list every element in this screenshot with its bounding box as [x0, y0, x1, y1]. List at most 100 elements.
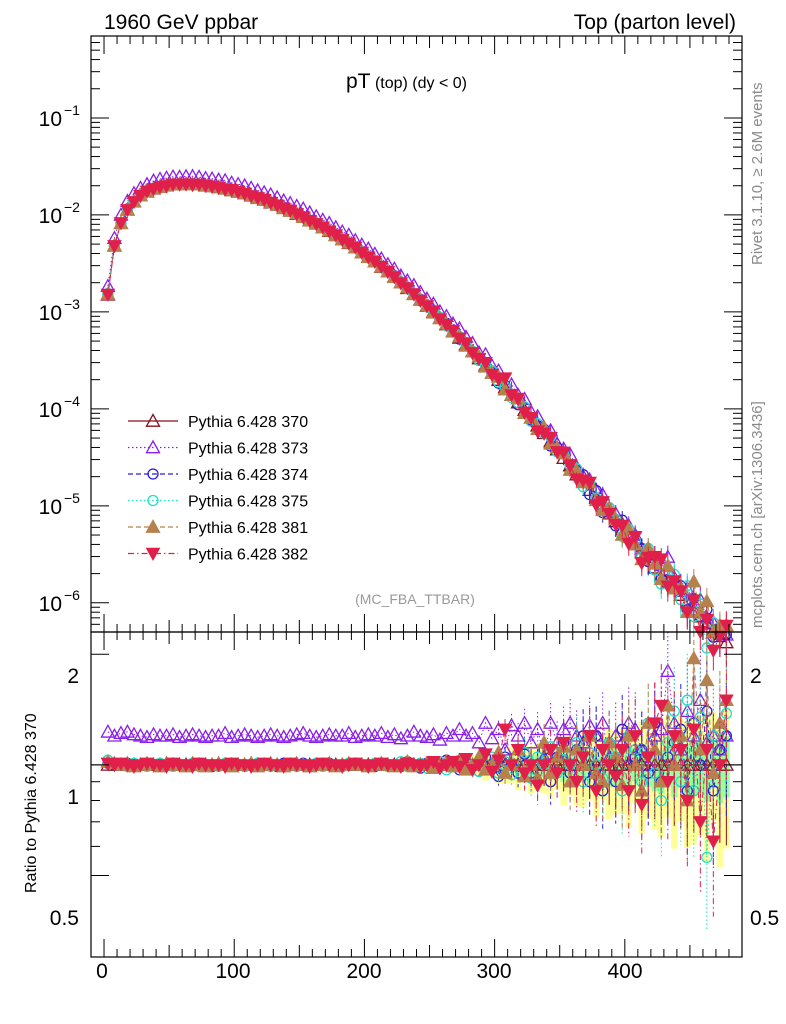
legend: Pythia 6.428 370 Pythia 6.428 373 Pythia 6…	[128, 413, 308, 564]
ratio-point	[712, 759, 728, 773]
ratio-point	[432, 732, 448, 746]
ratio-point	[373, 725, 389, 740]
legend-label: Pythia 6.428 370	[188, 414, 308, 431]
plot-title-sub: (top) (dy < 0)	[371, 75, 467, 92]
ratio-ytick-label-1: 1	[67, 786, 79, 809]
ratio-point	[210, 727, 227, 742]
ratio-point	[321, 726, 337, 741]
ratio-point	[334, 727, 350, 742]
ratio-point	[406, 724, 422, 738]
ratio-point	[145, 726, 162, 741]
ratio-ytick-label-right-0.5: 0.5	[750, 907, 779, 930]
ratio-ytick-label-2: 2	[67, 665, 79, 688]
ratio-point	[243, 727, 259, 742]
ratio-point	[692, 816, 708, 830]
process-label: Top (parton level)	[574, 11, 736, 34]
ratio-point	[719, 694, 734, 708]
series-ratio-line	[107, 671, 727, 767]
data-point	[543, 431, 558, 446]
ratio-point	[516, 715, 533, 729]
ratio-point	[451, 721, 468, 736]
data-point	[458, 337, 474, 351]
data-point	[556, 446, 571, 460]
ratio-point	[484, 730, 500, 745]
legend-marker	[145, 413, 161, 427]
ratio-point	[562, 759, 578, 773]
legend-item-375: Pythia 6.428 375	[128, 494, 308, 511]
ratio-point	[380, 729, 396, 743]
data-point	[660, 558, 676, 572]
ratio-point	[517, 767, 532, 781]
legend-label: Pythia 6.428 381	[188, 520, 308, 537]
main-ytick-label: 10	[39, 399, 62, 422]
ratio-point	[191, 727, 207, 742]
legend-label: Pythia 6.428 374	[188, 467, 308, 484]
ratio-point	[529, 721, 546, 736]
series-main-382	[100, 178, 734, 671]
ratio-point	[445, 727, 461, 742]
legend-item-373: Pythia 6.428 373	[128, 439, 308, 458]
ratio-point	[367, 727, 383, 742]
ratio-point	[119, 724, 136, 738]
rivet-label: Rivet 3.1.10, ≥ 2.6M events	[749, 83, 766, 266]
ratio-point	[165, 726, 181, 741]
ratio-point	[360, 726, 376, 741]
ratio-point	[106, 727, 123, 742]
series-ratio-382	[100, 646, 734, 917]
xtick-label-300: 300	[476, 960, 511, 983]
ratio-point	[634, 798, 650, 813]
ratio-y-axis-label: Ratio to Pythia 6.428 370	[23, 713, 40, 893]
series-ratio-line	[107, 700, 727, 842]
data-point	[107, 240, 122, 254]
data-point	[673, 585, 689, 599]
plot-title: pT (top) (dy < 0)	[346, 70, 467, 93]
data-point	[100, 288, 116, 302]
main-ytick-base: 10	[39, 399, 62, 422]
ratio-point	[588, 785, 604, 799]
ratio-point	[478, 748, 493, 762]
ratio-plot-series	[100, 632, 734, 931]
main-ytick-label: 10	[39, 108, 62, 131]
ratio-point	[341, 725, 357, 740]
ratio-point	[484, 765, 500, 779]
ratio-point	[438, 725, 455, 740]
ratio-point	[562, 715, 578, 729]
main-ytick-exponent: −3	[64, 296, 80, 312]
ratio-ytick-label-0.5: 0.5	[50, 907, 79, 930]
legend-item-381: Pythia 6.428 381	[128, 519, 308, 537]
legend-marker	[145, 439, 161, 454]
main-ytick-exponent: −5	[64, 490, 80, 506]
ratio-point	[100, 724, 116, 738]
ratio-point	[184, 726, 201, 741]
data-point	[666, 575, 682, 589]
xtick-label-100: 100	[215, 960, 250, 983]
ratio-point	[386, 726, 402, 741]
ratio-point	[132, 727, 149, 742]
ratio-point	[647, 717, 663, 731]
ratio-point	[681, 694, 693, 706]
data-point	[627, 531, 643, 545]
ratio-point	[536, 759, 552, 773]
main-plot-series	[100, 168, 734, 671]
data-point	[445, 324, 461, 339]
legend-marker	[145, 519, 161, 533]
main-ytick-base: 10	[39, 302, 62, 325]
main-ytick-exponent: −2	[64, 199, 80, 215]
ratio-point	[399, 727, 415, 742]
collision-label: 1960 GeV ppbar	[104, 11, 258, 34]
ratio-point	[660, 663, 676, 677]
xtick-label-200: 200	[346, 960, 381, 983]
main-ytick-label: 10	[39, 302, 62, 325]
ratio-point	[699, 672, 715, 687]
main-ytick-label: 10	[39, 593, 62, 616]
legend-marker	[145, 547, 161, 562]
ratio-point	[699, 743, 715, 758]
main-ytick-base: 10	[39, 593, 62, 616]
xtick-label-400: 400	[607, 960, 642, 983]
data-point	[614, 519, 630, 534]
ratio-point	[425, 726, 442, 741]
legend-label: Pythia 6.428 373	[188, 441, 308, 458]
ratio-point	[621, 785, 637, 799]
ratio-point	[393, 730, 409, 745]
plot-title-main: pT	[346, 70, 371, 93]
